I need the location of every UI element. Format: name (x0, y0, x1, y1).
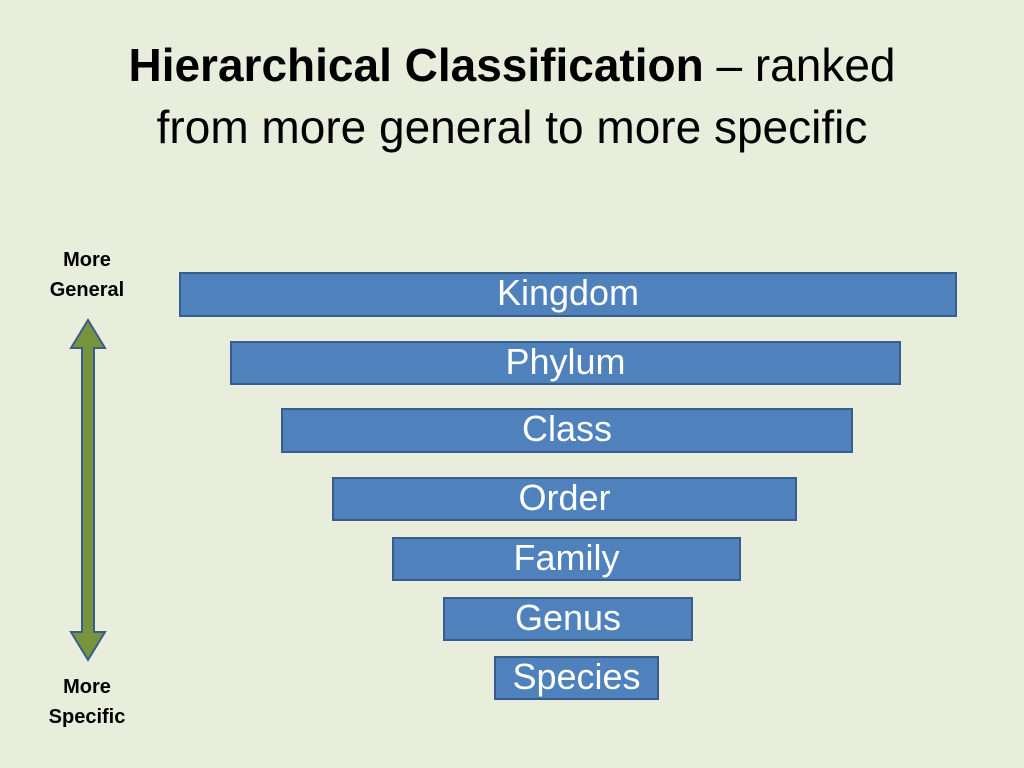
more-general-label: More General (27, 245, 147, 305)
title-bold-text: Hierarchical Classification (128, 39, 704, 91)
more-specific-label: More Specific (27, 672, 147, 732)
title-line-1: Hierarchical Classification – ranked (0, 34, 1024, 96)
rank-bar-genus: Genus (443, 597, 693, 641)
rank-bar-class: Class (281, 408, 853, 453)
slide-title: Hierarchical Classification – ranked fro… (0, 34, 1024, 158)
rank-bar-phylum: Phylum (230, 341, 901, 385)
title-line-2: from more general to more specific (156, 101, 868, 153)
more-specific-label-line1: More (63, 676, 111, 698)
double-arrow-icon (69, 318, 107, 662)
rank-bar-kingdom: Kingdom (179, 272, 957, 317)
more-specific-label-line2: Specific (48, 706, 126, 728)
rank-bar-family: Family (392, 537, 741, 581)
rank-bar-order: Order (332, 477, 797, 521)
more-general-label-line1: More (63, 249, 111, 271)
rank-bar-species: Species (494, 656, 659, 700)
title-rest-text: – ranked (703, 39, 896, 91)
more-general-label-line2: General (49, 279, 125, 301)
